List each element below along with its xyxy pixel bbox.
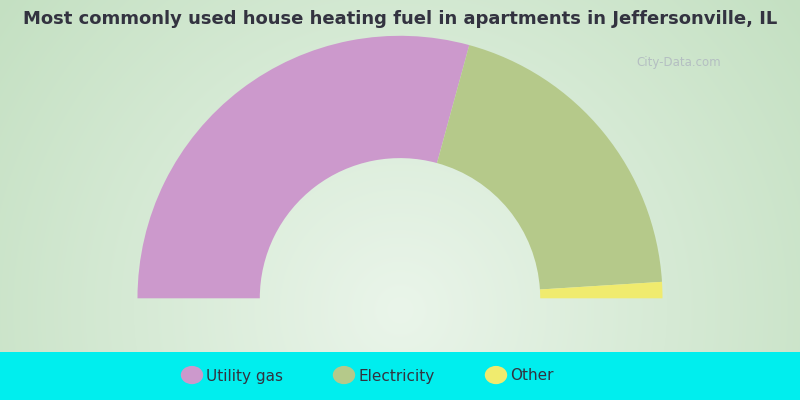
Text: City-Data.com: City-Data.com — [636, 56, 721, 69]
Text: Utility gas: Utility gas — [206, 368, 283, 384]
Text: Electricity: Electricity — [358, 368, 434, 384]
Text: Most commonly used house heating fuel in apartments in Jeffersonville, IL: Most commonly used house heating fuel in… — [23, 10, 777, 28]
Wedge shape — [437, 45, 662, 290]
Ellipse shape — [333, 366, 355, 384]
Wedge shape — [138, 36, 470, 298]
Ellipse shape — [485, 366, 507, 384]
Wedge shape — [540, 282, 662, 298]
Ellipse shape — [181, 366, 203, 384]
Text: Other: Other — [510, 368, 554, 384]
